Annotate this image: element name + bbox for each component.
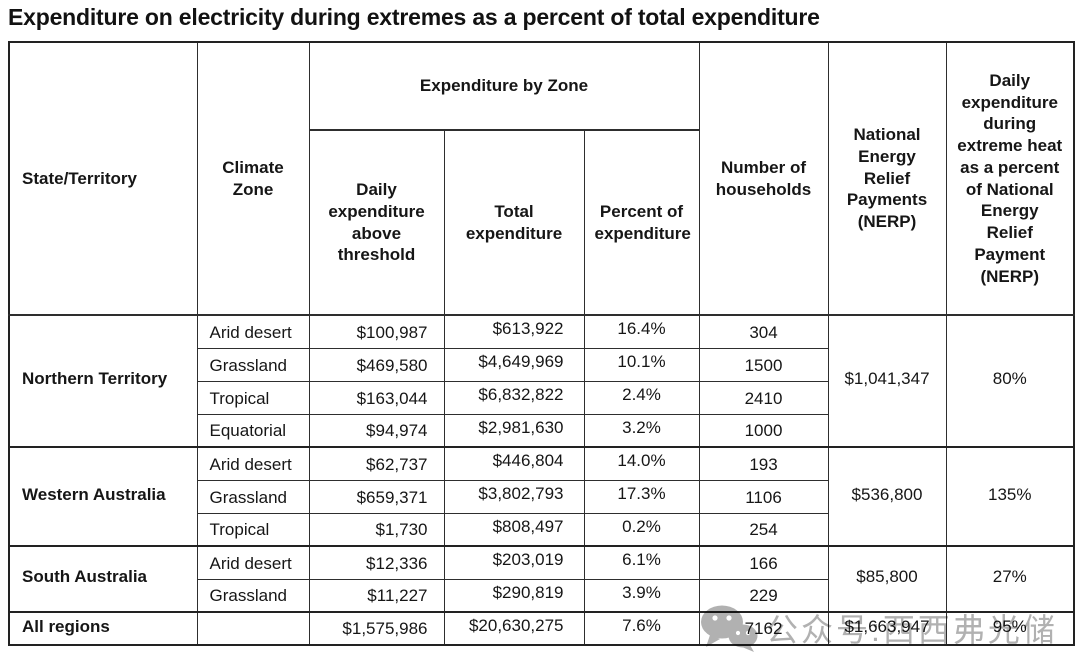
climate-zone-cell: Grassland bbox=[196, 347, 310, 382]
table-row: Northern Territory Arid desert $100,987 $61… bbox=[8, 314, 1075, 448]
totals-daily-pct-nerp-cell: 95% bbox=[945, 611, 1075, 646]
climate-zone-cell: Arid desert bbox=[196, 446, 310, 481]
totals-state-cell: All regions bbox=[8, 611, 198, 646]
climate-zone-cell: Arid desert bbox=[196, 545, 310, 580]
header-daily-pct-of-nerp: Daily expenditure during extreme heat as… bbox=[945, 41, 1075, 316]
total-expenditure-cell: $3,802,793 bbox=[443, 479, 585, 514]
header-percent-of-expenditure: Percent of expenditure bbox=[583, 129, 700, 316]
households-cell: 2410 bbox=[698, 380, 829, 415]
header-total-expenditure: Total expenditure bbox=[443, 129, 585, 316]
total-expenditure-cell: $2,981,630 bbox=[443, 413, 585, 448]
header-climate-zone: Climate Zone bbox=[196, 41, 310, 316]
total-expenditure-cell: $613,922 bbox=[443, 314, 585, 349]
percent-expenditure-cell: 0.2% bbox=[583, 512, 700, 547]
table-row: Tropical $1,730 $808,497 0.2% 254 bbox=[9, 512, 1074, 547]
percent-expenditure-cell: 2.4% bbox=[583, 380, 700, 415]
households-cell: 1106 bbox=[698, 479, 829, 514]
table-row: Grassland $469,580 $4,649,969 10.1% 1500 bbox=[9, 347, 1074, 382]
daily-expenditure-cell: $94,974 bbox=[308, 413, 445, 448]
header-state-territory: State/Territory bbox=[8, 41, 198, 316]
header-nerp: National Energy Relief Payments (NERP) bbox=[827, 41, 947, 316]
totals-row: All regions $1,575,986 $20,630,275 7.6% 7162… bbox=[8, 611, 1075, 646]
total-expenditure-cell: $6,832,822 bbox=[443, 380, 585, 415]
total-expenditure-cell: $4,649,969 bbox=[443, 347, 585, 382]
daily-pct-nerp-cell: 135% bbox=[945, 446, 1075, 547]
percent-expenditure-cell: 3.9% bbox=[583, 578, 700, 613]
percent-expenditure-cell: 16.4% bbox=[583, 314, 700, 349]
header-daily-above-threshold: Daily expenditure above threshold bbox=[308, 129, 445, 316]
households-cell: 1000 bbox=[698, 413, 829, 448]
total-expenditure-cell: $808,497 bbox=[443, 512, 585, 547]
nerp-cell: $85,800 bbox=[827, 545, 947, 613]
daily-expenditure-cell: $11,227 bbox=[308, 578, 445, 613]
households-cell: 254 bbox=[698, 512, 829, 547]
percent-expenditure-cell: 3.2% bbox=[583, 413, 700, 448]
total-expenditure-cell: $203,019 bbox=[443, 545, 585, 580]
state-cell: Western Australia bbox=[8, 446, 198, 547]
climate-zone-cell: Tropical bbox=[196, 380, 310, 415]
daily-expenditure-cell: $12,336 bbox=[308, 545, 445, 580]
header-number-of-households: Number of households bbox=[698, 41, 829, 316]
totals-percent-expenditure-cell: 7.6% bbox=[583, 611, 700, 646]
totals-daily-expenditure-cell: $1,575,986 bbox=[308, 611, 445, 646]
table-row: Equatorial $94,974 $2,981,630 3.2% 1000 bbox=[9, 413, 1074, 448]
daily-expenditure-cell: $163,044 bbox=[308, 380, 445, 415]
expenditure-table: State/Territory Climate Zone Expenditure… bbox=[8, 41, 1075, 646]
nerp-cell: $536,800 bbox=[827, 446, 947, 547]
households-cell: 229 bbox=[698, 578, 829, 613]
climate-zone-cell: Equatorial bbox=[196, 413, 310, 448]
totals-climate-zone-cell bbox=[196, 611, 310, 646]
percent-expenditure-cell: 17.3% bbox=[583, 479, 700, 514]
page-title: Expenditure on electricity during extrem… bbox=[8, 4, 820, 30]
table-body: Northern Territory Arid desert $100,987 $61… bbox=[8, 314, 1075, 646]
climate-zone-cell: Grassland bbox=[196, 578, 310, 613]
totals-households-cell: 7162 bbox=[698, 611, 829, 646]
daily-expenditure-cell: $659,371 bbox=[308, 479, 445, 514]
total-expenditure-cell: $290,819 bbox=[443, 578, 585, 613]
table-row: Grassland $659,371 $3,802,793 17.3% 1106 bbox=[9, 479, 1074, 514]
households-cell: 304 bbox=[698, 314, 829, 349]
table-row: South Australia Arid desert $12,336 $203,01… bbox=[8, 545, 1075, 613]
households-cell: 193 bbox=[698, 446, 829, 481]
percent-expenditure-cell: 14.0% bbox=[583, 446, 700, 481]
daily-pct-nerp-cell: 27% bbox=[945, 545, 1075, 613]
climate-zone-cell: Arid desert bbox=[196, 314, 310, 349]
percent-expenditure-cell: 10.1% bbox=[583, 347, 700, 382]
daily-expenditure-cell: $1,730 bbox=[308, 512, 445, 547]
households-cell: 1500 bbox=[698, 347, 829, 382]
totals-nerp-cell: $1,663,947 bbox=[827, 611, 947, 646]
totals-total-expenditure-cell: $20,630,275 bbox=[443, 611, 585, 646]
state-cell: Northern Territory bbox=[8, 314, 198, 448]
daily-expenditure-cell: $469,580 bbox=[308, 347, 445, 382]
nerp-cell: $1,041,347 bbox=[827, 314, 947, 448]
total-expenditure-cell: $446,804 bbox=[443, 446, 585, 481]
table-row: Grassland $11,227 $290,819 3.9% 229 bbox=[9, 578, 1074, 613]
households-cell: 166 bbox=[698, 545, 829, 580]
climate-zone-cell: Grassland bbox=[196, 479, 310, 514]
daily-pct-nerp-cell: 80% bbox=[945, 314, 1075, 448]
daily-expenditure-cell: $62,737 bbox=[308, 446, 445, 481]
climate-zone-cell: Tropical bbox=[196, 512, 310, 547]
daily-expenditure-cell: $100,987 bbox=[308, 314, 445, 349]
state-cell: South Australia bbox=[8, 545, 198, 613]
percent-expenditure-cell: 6.1% bbox=[583, 545, 700, 580]
header-expenditure-by-zone: Expenditure by Zone bbox=[308, 41, 700, 131]
table-row: Tropical $163,044 $6,832,822 2.4% 2410 bbox=[9, 380, 1074, 415]
table-row: Western Australia Arid desert $62,737 $446,… bbox=[8, 446, 1075, 547]
